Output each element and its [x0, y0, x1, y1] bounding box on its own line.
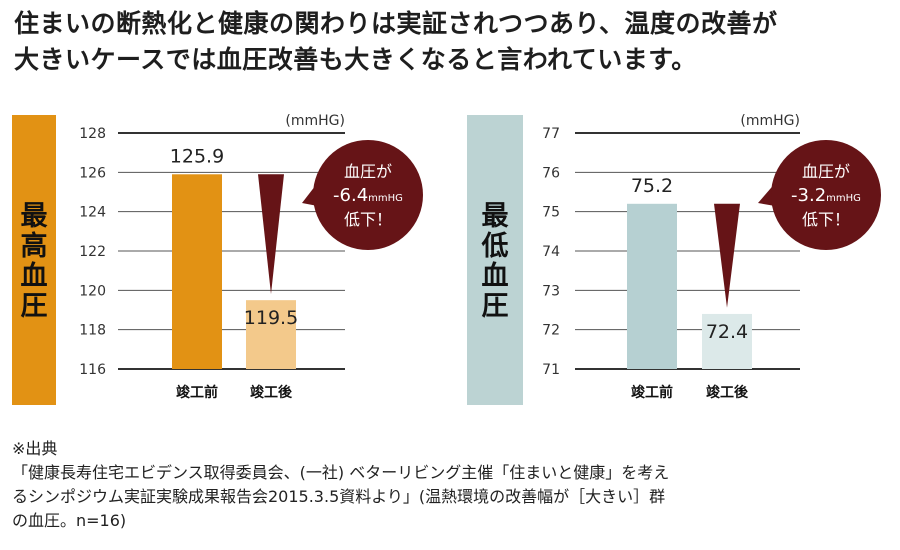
data-label: 75.2: [631, 175, 673, 197]
chart-title-char: 低: [481, 231, 509, 262]
callout-value-unit: mmHG: [368, 193, 403, 204]
chart-title-char: 高: [21, 230, 48, 262]
callout-line-3: 低下！: [344, 210, 392, 229]
source-footnote: ※出典 「健康長寿住宅エビデンス取得委員会、(一社) ベターリビング主催「住まい…: [12, 437, 892, 533]
y-tick-label: 76: [542, 165, 560, 181]
chart-title-panel: [467, 115, 523, 405]
callout-value: -3.2mmHG: [791, 185, 861, 206]
data-label: 119.5: [244, 307, 298, 329]
callout-line-1: 血圧が: [802, 162, 850, 181]
y-tick-label: 124: [79, 205, 106, 221]
y-tick-label: 128: [79, 126, 106, 142]
y-tick-label: 116: [79, 362, 106, 378]
y-tick-label: 73: [542, 283, 560, 299]
callout-value: -6.4mmHG: [333, 185, 403, 206]
chart-title-char: 血: [21, 261, 48, 292]
decrease-arrow: [258, 174, 284, 295]
data-label: 125.9: [170, 145, 224, 167]
y-tick-label: 122: [79, 244, 106, 260]
headline-line-2: 大きいケースでは血圧改善も大きくなると言われています。: [14, 45, 697, 74]
unit-label: (mmHG): [285, 113, 345, 129]
headline-line-1: 住まいの断熱化と健康の関わりは実証されつつあり、温度の改善が: [14, 9, 778, 38]
headline: 住まいの断熱化と健康の関わりは実証されつつあり、温度の改善が 大きいケースでは血…: [14, 6, 894, 78]
category-label: 竣工前: [631, 384, 673, 401]
chart-title-panel: [12, 115, 56, 405]
callout-bubble: [313, 140, 423, 250]
decrease-arrow: [714, 203, 740, 308]
footnote-line-2: 「健康長寿住宅エビデンス取得委員会、(一社) ベターリビング主催「住まいと健康」…: [12, 463, 670, 482]
y-tick-label: 118: [79, 323, 106, 339]
blood-pressure-charts: 最高血圧(mmHG)116118120122124126128125.9竣工前1…: [12, 113, 881, 405]
chart-title-char: 血: [482, 261, 509, 292]
chart-title-char: 圧: [482, 291, 509, 322]
bar-竣工後: [702, 313, 752, 369]
y-tick-label: 126: [79, 165, 106, 181]
callout-line-1: 血圧が: [344, 162, 392, 181]
chart-title-char: 最: [482, 201, 509, 232]
callout-line-3: 低下！: [802, 210, 850, 229]
data-label: 72.4: [706, 321, 748, 343]
y-tick-label: 74: [542, 244, 560, 260]
bar-竣工後: [246, 300, 296, 369]
callout-bubble: [771, 140, 881, 250]
footnote-line-3: るシンポジウム実証実験成果報告会2015.3.5資料より」(温熱環境の改善幅が［…: [12, 487, 666, 506]
footnote-line-1: ※出典: [12, 439, 58, 458]
category-label: 竣工後: [706, 384, 749, 401]
footnote-line-4: の血圧。n=16): [12, 511, 127, 530]
y-tick-label: 75: [542, 205, 560, 221]
y-tick-label: 71: [542, 362, 560, 378]
callout-value-number: -3.2: [791, 185, 826, 206]
unit-label: (mmHG): [740, 113, 800, 129]
y-tick-label: 77: [542, 126, 560, 142]
bar-竣工前: [172, 174, 222, 369]
y-tick-label: 72: [542, 323, 560, 339]
bar-竣工前: [627, 203, 677, 369]
callout-value-number: -6.4: [333, 185, 368, 206]
category-label: 竣工後: [250, 384, 293, 401]
y-tick-label: 120: [79, 283, 106, 299]
chart-title-char: 最: [21, 201, 48, 232]
callout-value-unit: mmHG: [826, 193, 861, 204]
category-label: 竣工前: [176, 384, 218, 401]
chart-title-char: 圧: [21, 291, 48, 322]
